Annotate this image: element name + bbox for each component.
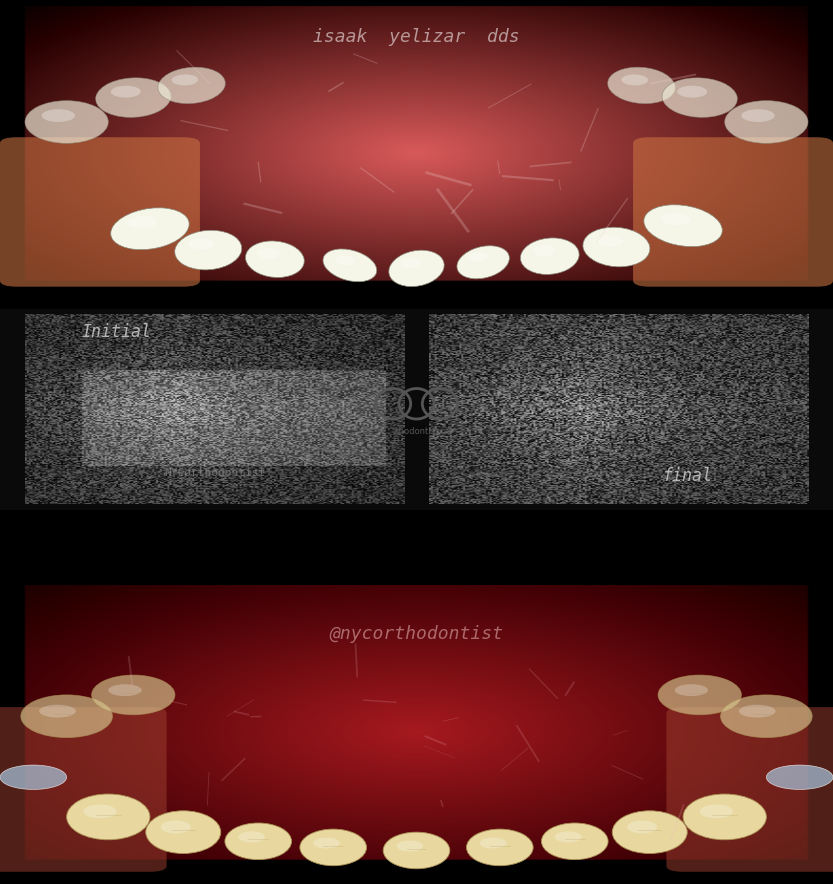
Ellipse shape — [612, 811, 687, 854]
Text: chodontist: chodontist — [394, 427, 439, 437]
Ellipse shape — [39, 705, 76, 718]
Ellipse shape — [457, 246, 509, 278]
Ellipse shape — [596, 235, 623, 247]
Ellipse shape — [675, 684, 708, 696]
Ellipse shape — [662, 78, 737, 118]
Ellipse shape — [257, 248, 281, 259]
Ellipse shape — [335, 255, 355, 265]
Ellipse shape — [158, 67, 225, 103]
Ellipse shape — [621, 74, 648, 86]
Ellipse shape — [146, 811, 221, 854]
Ellipse shape — [172, 74, 198, 86]
Ellipse shape — [25, 101, 108, 143]
Text: final: final — [663, 467, 713, 485]
Ellipse shape — [67, 794, 150, 840]
Text: Initial: Initial — [82, 323, 152, 340]
Ellipse shape — [725, 101, 808, 143]
Ellipse shape — [389, 250, 444, 286]
Ellipse shape — [521, 238, 579, 274]
Ellipse shape — [175, 231, 242, 270]
Ellipse shape — [313, 837, 340, 849]
FancyBboxPatch shape — [633, 137, 833, 286]
Ellipse shape — [661, 213, 691, 225]
Ellipse shape — [480, 837, 506, 849]
Ellipse shape — [608, 67, 675, 103]
Ellipse shape — [583, 227, 650, 267]
Ellipse shape — [108, 684, 142, 696]
Ellipse shape — [383, 832, 450, 869]
Ellipse shape — [658, 675, 741, 715]
FancyBboxPatch shape — [0, 707, 167, 872]
FancyBboxPatch shape — [666, 707, 833, 872]
Ellipse shape — [683, 794, 766, 840]
Ellipse shape — [677, 86, 707, 97]
Ellipse shape — [188, 238, 215, 250]
Ellipse shape — [739, 705, 776, 718]
Ellipse shape — [555, 832, 581, 842]
Ellipse shape — [225, 823, 292, 859]
Ellipse shape — [246, 241, 304, 278]
Text: @nycorthodontist: @nycorthodontist — [330, 625, 503, 643]
Ellipse shape — [111, 208, 189, 249]
Ellipse shape — [161, 820, 191, 834]
Ellipse shape — [741, 110, 775, 122]
Ellipse shape — [96, 78, 171, 118]
Ellipse shape — [468, 252, 488, 263]
Ellipse shape — [721, 695, 812, 737]
Ellipse shape — [127, 216, 157, 229]
Text: isaak  yelizar  dds: isaak yelizar dds — [313, 27, 520, 46]
Ellipse shape — [238, 832, 265, 842]
Ellipse shape — [400, 257, 422, 269]
Ellipse shape — [42, 110, 75, 122]
Ellipse shape — [644, 205, 722, 247]
Ellipse shape — [21, 695, 112, 737]
Ellipse shape — [111, 86, 141, 97]
Ellipse shape — [397, 841, 423, 851]
Ellipse shape — [83, 804, 117, 819]
Ellipse shape — [92, 675, 175, 715]
Text: NYCørthodontist: NYCørthodontist — [164, 468, 265, 477]
Ellipse shape — [700, 804, 733, 819]
Ellipse shape — [627, 820, 657, 834]
Ellipse shape — [532, 245, 556, 256]
Ellipse shape — [541, 823, 608, 859]
Circle shape — [766, 765, 833, 789]
FancyBboxPatch shape — [0, 137, 200, 286]
Ellipse shape — [466, 829, 533, 865]
Ellipse shape — [300, 829, 367, 865]
Ellipse shape — [323, 249, 377, 282]
Circle shape — [0, 765, 67, 789]
